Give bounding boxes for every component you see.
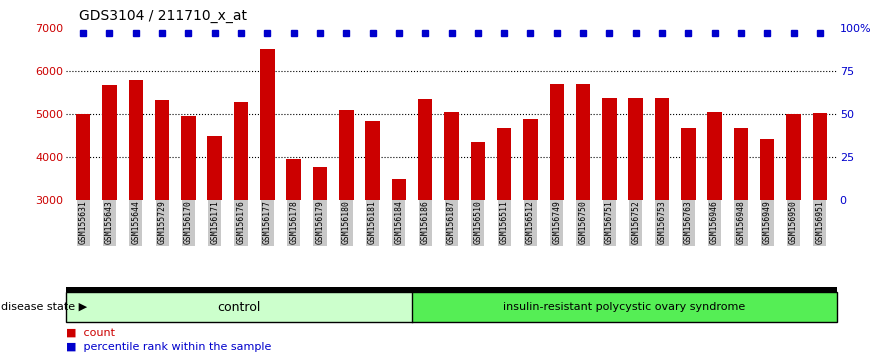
Bar bbox=[628, 98, 643, 329]
Bar bbox=[286, 159, 301, 329]
Bar bbox=[787, 114, 801, 329]
Bar bbox=[233, 102, 248, 329]
Bar bbox=[260, 49, 275, 329]
Bar bbox=[497, 128, 511, 329]
Bar bbox=[523, 119, 537, 329]
Bar bbox=[576, 84, 590, 329]
Bar bbox=[550, 84, 564, 329]
Bar bbox=[760, 139, 774, 329]
Bar bbox=[208, 136, 222, 329]
Text: insulin-resistant polycystic ovary syndrome: insulin-resistant polycystic ovary syndr… bbox=[503, 302, 745, 312]
Text: ■  count: ■ count bbox=[66, 328, 115, 338]
Text: ■  percentile rank within the sample: ■ percentile rank within the sample bbox=[66, 342, 271, 352]
Bar bbox=[181, 116, 196, 329]
Bar bbox=[602, 98, 617, 329]
Bar bbox=[470, 142, 485, 329]
Bar bbox=[313, 166, 327, 329]
Bar bbox=[444, 112, 459, 329]
Bar bbox=[102, 85, 116, 329]
Bar bbox=[655, 98, 670, 329]
Bar bbox=[418, 99, 433, 329]
Bar bbox=[155, 100, 169, 329]
Text: control: control bbox=[218, 301, 261, 314]
Bar bbox=[129, 80, 143, 329]
Bar bbox=[76, 114, 91, 329]
Bar bbox=[366, 121, 380, 329]
Bar bbox=[734, 128, 748, 329]
Bar bbox=[339, 110, 353, 329]
Bar bbox=[392, 179, 406, 329]
Bar bbox=[707, 112, 722, 329]
Text: GDS3104 / 211710_x_at: GDS3104 / 211710_x_at bbox=[79, 9, 248, 23]
Bar bbox=[812, 113, 827, 329]
Bar bbox=[681, 128, 695, 329]
Text: disease state ▶: disease state ▶ bbox=[1, 302, 87, 312]
